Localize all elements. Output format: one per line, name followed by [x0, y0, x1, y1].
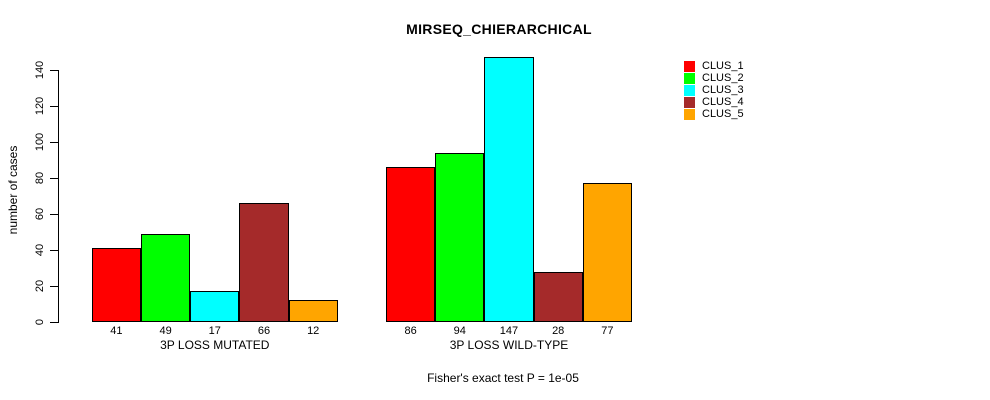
annotation: Fisher's exact test P = 1e-05 — [427, 371, 579, 385]
bar-clus_4 — [533, 271, 583, 322]
y-tick-label: 20 — [34, 279, 46, 293]
legend-entry: CLUS_4 — [684, 96, 744, 108]
legend-swatch — [684, 72, 695, 84]
bar-clus_5 — [288, 300, 338, 322]
y-tick — [50, 214, 58, 215]
bar-value-label: 94 — [453, 325, 466, 337]
y-tick — [50, 70, 58, 71]
bar-value-label: 28 — [552, 325, 565, 337]
legend-label: CLUS_1 — [702, 60, 744, 72]
y-tick-label: 140 — [34, 60, 46, 80]
bar-clus_1 — [91, 248, 141, 322]
y-axis-line — [58, 70, 59, 323]
y-tick-label: 40 — [34, 243, 46, 257]
bar-value-label: 147 — [499, 325, 519, 337]
legend-label: CLUS_5 — [702, 108, 744, 120]
chart-title: MIRSEQ_CHIERARCHICAL — [406, 21, 592, 37]
legend-entry: CLUS_3 — [684, 84, 744, 96]
bar-clus_5 — [582, 183, 632, 322]
bar-value-label: 86 — [404, 325, 417, 337]
bar-clus_3 — [484, 57, 534, 322]
y-tick — [50, 286, 58, 287]
bar-clus_2 — [141, 233, 191, 322]
bar-clus_3 — [190, 291, 240, 322]
legend-swatch — [684, 84, 695, 96]
y-tick — [50, 178, 58, 179]
y-tick-label: 0 — [34, 318, 46, 326]
y-tick — [50, 106, 58, 107]
y-tick — [50, 250, 58, 251]
legend-swatch — [684, 96, 695, 108]
x-group-label: 3P LOSS MUTATED — [160, 338, 270, 352]
y-tick-label: 60 — [34, 207, 46, 221]
y-tick — [50, 322, 58, 323]
bar-value-label: 77 — [601, 325, 614, 337]
y-tick-label: 80 — [34, 171, 46, 185]
y-tick — [50, 142, 58, 143]
bar-value-label: 12 — [307, 325, 320, 337]
legend-label: CLUS_2 — [702, 72, 744, 84]
legend-entry: CLUS_2 — [684, 72, 744, 84]
bar-clus_2 — [435, 152, 485, 322]
bar-value-label: 66 — [257, 325, 271, 337]
bar-value-label: 49 — [159, 325, 172, 337]
legend-entry: CLUS_5 — [684, 108, 744, 120]
legend-entry: CLUS_1 — [684, 60, 744, 72]
legend: CLUS_1 CLUS_2 CLUS_3 CLUS_4 CLUS_5 — [684, 60, 744, 120]
bar-value-label: 17 — [208, 325, 221, 337]
legend-swatch — [684, 60, 695, 72]
legend-label: CLUS_3 — [702, 84, 744, 96]
y-tick-label: 100 — [34, 132, 46, 152]
bar-value-label: 41 — [110, 325, 123, 337]
x-group-label: 3P LOSS WILD-TYPE — [449, 338, 569, 352]
y-tick-label: 120 — [34, 96, 46, 116]
bar-clus_1 — [386, 167, 436, 322]
legend-swatch — [684, 108, 695, 120]
bar-clus_4 — [239, 203, 289, 322]
legend-label: CLUS_4 — [702, 96, 744, 108]
